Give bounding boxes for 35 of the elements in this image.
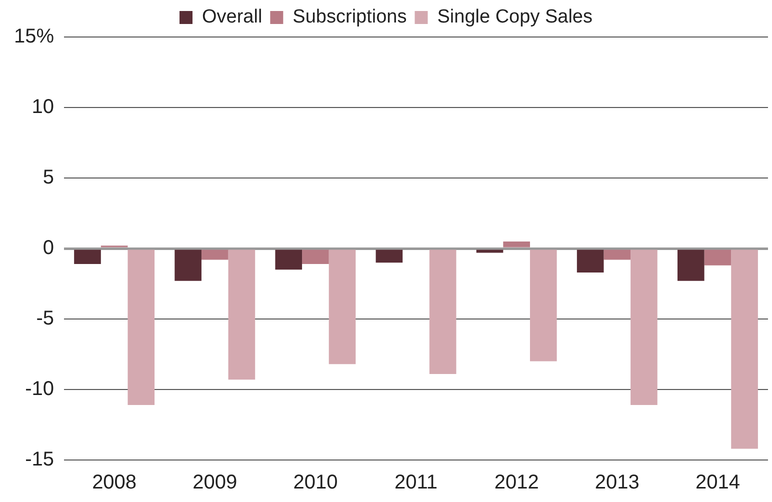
x-tick-label: 2009 xyxy=(192,472,238,494)
bar xyxy=(704,250,732,266)
bar xyxy=(74,250,101,264)
bar xyxy=(201,250,228,260)
bar xyxy=(376,250,403,263)
legend-label: Single Copy Sales xyxy=(437,6,593,28)
bar xyxy=(630,250,658,406)
bar xyxy=(530,250,557,362)
bar xyxy=(128,250,155,406)
y-tick-label: 10 xyxy=(32,96,54,118)
bar xyxy=(677,250,704,281)
bar xyxy=(328,250,356,364)
bar xyxy=(174,250,202,281)
y-tick-label: -15 xyxy=(25,448,54,471)
bar xyxy=(503,241,530,248)
legend-label: Subscriptions xyxy=(292,6,407,28)
bar xyxy=(604,250,631,260)
x-tick-label: 2008 xyxy=(92,472,137,494)
bar xyxy=(302,250,329,264)
y-tick-label: 15% xyxy=(14,26,54,48)
bar xyxy=(429,250,456,374)
y-tick-label: -10 xyxy=(25,378,54,400)
legend-label: Overall xyxy=(202,6,262,28)
y-tick-label: 0 xyxy=(42,237,54,260)
x-tick-label: 2011 xyxy=(394,472,438,494)
x-tick-label: 2013 xyxy=(594,472,640,494)
bar xyxy=(228,250,256,380)
x-tick-label: 2012 xyxy=(494,472,539,494)
x-tick-label: 2010 xyxy=(293,472,338,494)
bar xyxy=(576,250,604,272)
x-tick-label: 2014 xyxy=(695,472,740,494)
y-tick-label: -5 xyxy=(36,308,54,330)
y-tick-label: 5 xyxy=(42,166,54,189)
bar xyxy=(275,250,302,270)
bar xyxy=(731,250,758,449)
